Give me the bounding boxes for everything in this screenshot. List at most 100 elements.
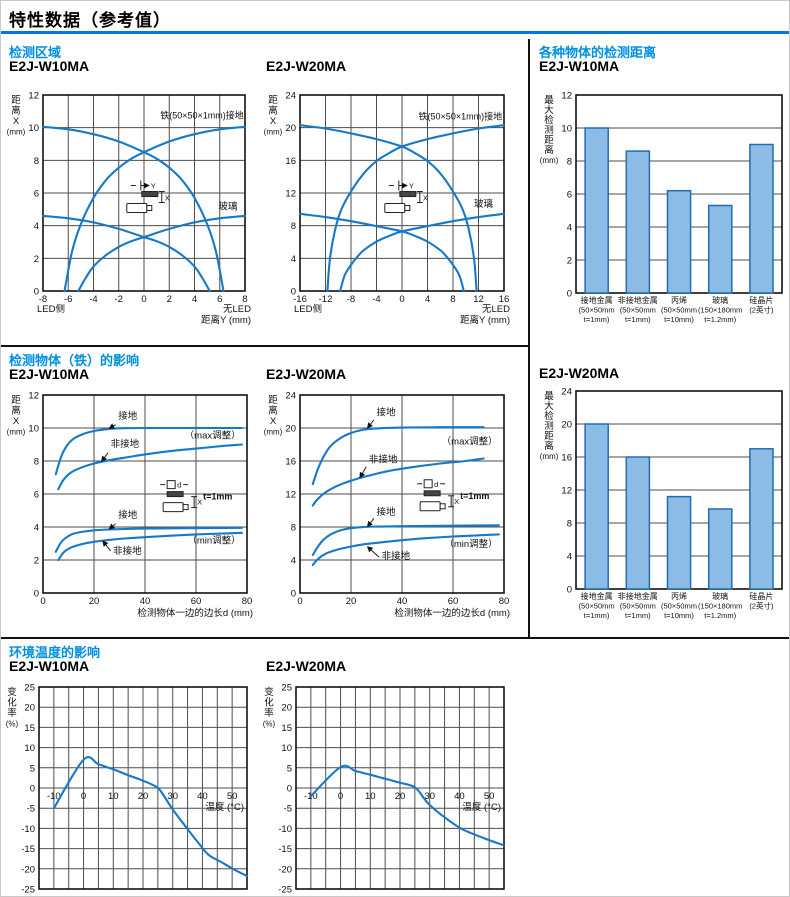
svg-text:0: 0 — [338, 791, 343, 802]
svg-text:-10: -10 — [47, 791, 61, 802]
svg-text:非接地: 非接地 — [111, 438, 140, 450]
model-label-temp-w10ma: E2J-W10MA — [9, 658, 90, 674]
svg-text:20: 20 — [24, 703, 35, 714]
svg-text:X: X — [165, 194, 170, 203]
svg-text:t=1mm: t=1mm — [203, 492, 232, 502]
svg-text:8: 8 — [34, 156, 39, 167]
svg-text:t=1mm): t=1mm) — [625, 611, 651, 620]
svg-text:丙烯: 丙烯 — [671, 591, 687, 601]
svg-text:-2: -2 — [115, 294, 123, 305]
svg-text:距: 距 — [11, 95, 21, 106]
svg-text:0: 0 — [141, 294, 146, 305]
svg-text:测: 测 — [544, 125, 554, 136]
svg-text:8: 8 — [567, 157, 572, 168]
svg-text:5: 5 — [287, 763, 292, 774]
svg-text:(50×50mm: (50×50mm — [661, 306, 697, 315]
section-title-temperature: 环境温度的影响 — [9, 645, 101, 660]
svg-text:12: 12 — [285, 189, 296, 200]
svg-text:-15: -15 — [21, 844, 35, 855]
svg-text:12: 12 — [561, 486, 572, 497]
svg-text:-25: -25 — [278, 885, 292, 896]
svg-text:(%): (%) — [6, 720, 19, 729]
model-label-obj-w10ma: E2J-W10MA — [9, 366, 90, 382]
svg-text:变: 变 — [264, 686, 274, 698]
svg-text:0: 0 — [567, 585, 572, 596]
model-label-temp-w20ma: E2J-W20MA — [266, 658, 347, 674]
page-title: 特性数据（参考值） — [9, 11, 171, 30]
svg-text:距离Y (mm): 距离Y (mm) — [460, 314, 510, 326]
chart-object-influence-w10ma: 0 2 4 6 8 10 12 距离 X (mm) 0 20 40 60 80 检测物体一边的边长d (mm)… — [3, 387, 255, 633]
model-label-bar-w20ma: E2J-W20MA — [539, 365, 620, 381]
model-label-obj-w20ma: E2J-W20MA — [266, 366, 347, 382]
svg-text:16: 16 — [285, 457, 296, 468]
svg-text:20: 20 — [281, 703, 292, 714]
svg-text:0: 0 — [567, 289, 572, 300]
svg-text:60: 60 — [448, 596, 459, 607]
svg-text:d: d — [434, 480, 438, 489]
svg-text:接地金属: 接地金属 — [581, 295, 613, 305]
svg-text:4: 4 — [567, 223, 572, 234]
svg-text:20: 20 — [561, 420, 572, 431]
svg-text:80: 80 — [499, 596, 510, 607]
svg-text:-8: -8 — [39, 294, 47, 305]
svg-text:(mm): (mm) — [264, 428, 283, 437]
svg-text:40: 40 — [197, 791, 208, 802]
svg-text:率: 率 — [264, 707, 274, 719]
svg-text:(mm): (mm) — [540, 156, 559, 165]
svg-text:距离Y (mm): 距离Y (mm) — [201, 314, 251, 326]
svg-text:80: 80 — [242, 596, 253, 607]
svg-text:d: d — [177, 481, 181, 490]
svg-text:t=10mm): t=10mm) — [664, 315, 694, 324]
svg-text:非接地金属: 非接地金属 — [618, 591, 658, 601]
svg-text:X: X — [270, 416, 277, 427]
svg-text:检: 检 — [544, 114, 554, 126]
svg-text:16: 16 — [499, 294, 510, 305]
svg-text:20: 20 — [285, 424, 296, 435]
svg-text:10: 10 — [365, 791, 376, 802]
svg-text:40: 40 — [454, 791, 465, 802]
svg-text:40: 40 — [140, 596, 151, 607]
svg-text:率: 率 — [7, 707, 17, 719]
svg-text:距: 距 — [11, 395, 21, 406]
svg-text:无LED: 无LED — [223, 304, 251, 315]
svg-text:-4: -4 — [89, 294, 97, 305]
chart-object-influence-w20ma: 0 4 8 12 16 20 24 距离 X (mm) 0 20 40 60 80 检测物体一边的边长d (m… — [260, 387, 512, 633]
svg-text:X: X — [270, 116, 277, 127]
svg-text:(mm): (mm) — [540, 452, 559, 461]
svg-text:化: 化 — [264, 697, 274, 709]
svg-text:接地: 接地 — [118, 509, 138, 521]
svg-text:检: 检 — [544, 410, 554, 422]
svg-text:t=1.2mm): t=1.2mm) — [704, 611, 736, 620]
svg-text:（min调整）: （min调整） — [444, 538, 497, 550]
svg-text:20: 20 — [285, 123, 296, 134]
svg-text:25: 25 — [281, 683, 292, 694]
svg-text:12: 12 — [28, 91, 39, 102]
svg-text:40: 40 — [397, 596, 408, 607]
svg-text:(2英寸): (2英寸) — [749, 305, 774, 315]
svg-text:8: 8 — [450, 294, 455, 305]
svg-text:化: 化 — [7, 697, 17, 709]
svg-text:t=1mm): t=1mm) — [584, 611, 610, 620]
svg-text:(mm): (mm) — [264, 128, 283, 137]
svg-text:8: 8 — [34, 457, 39, 468]
svg-text:非接地: 非接地 — [369, 454, 398, 466]
svg-text:15: 15 — [24, 723, 35, 734]
svg-text:-6: -6 — [64, 294, 72, 305]
svg-text:非接地金属: 非接地金属 — [618, 295, 658, 305]
svg-text:接地: 接地 — [377, 506, 397, 518]
svg-text:15: 15 — [281, 723, 292, 734]
svg-text:20: 20 — [138, 791, 149, 802]
svg-text:Y: Y — [151, 182, 156, 191]
svg-text:0: 0 — [30, 784, 35, 795]
svg-text:玻璃: 玻璃 — [712, 591, 728, 601]
svg-text:50: 50 — [484, 791, 495, 802]
svg-text:16: 16 — [561, 453, 572, 464]
svg-text:（max调整）: （max调整） — [442, 436, 498, 448]
svg-text:12: 12 — [28, 391, 39, 402]
svg-text:测: 测 — [544, 421, 554, 432]
svg-text:（min调整）: （min调整） — [187, 535, 240, 547]
svg-text:24: 24 — [561, 387, 572, 398]
